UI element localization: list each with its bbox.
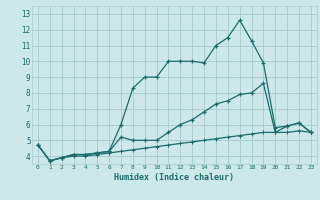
X-axis label: Humidex (Indice chaleur): Humidex (Indice chaleur) (115, 173, 234, 182)
